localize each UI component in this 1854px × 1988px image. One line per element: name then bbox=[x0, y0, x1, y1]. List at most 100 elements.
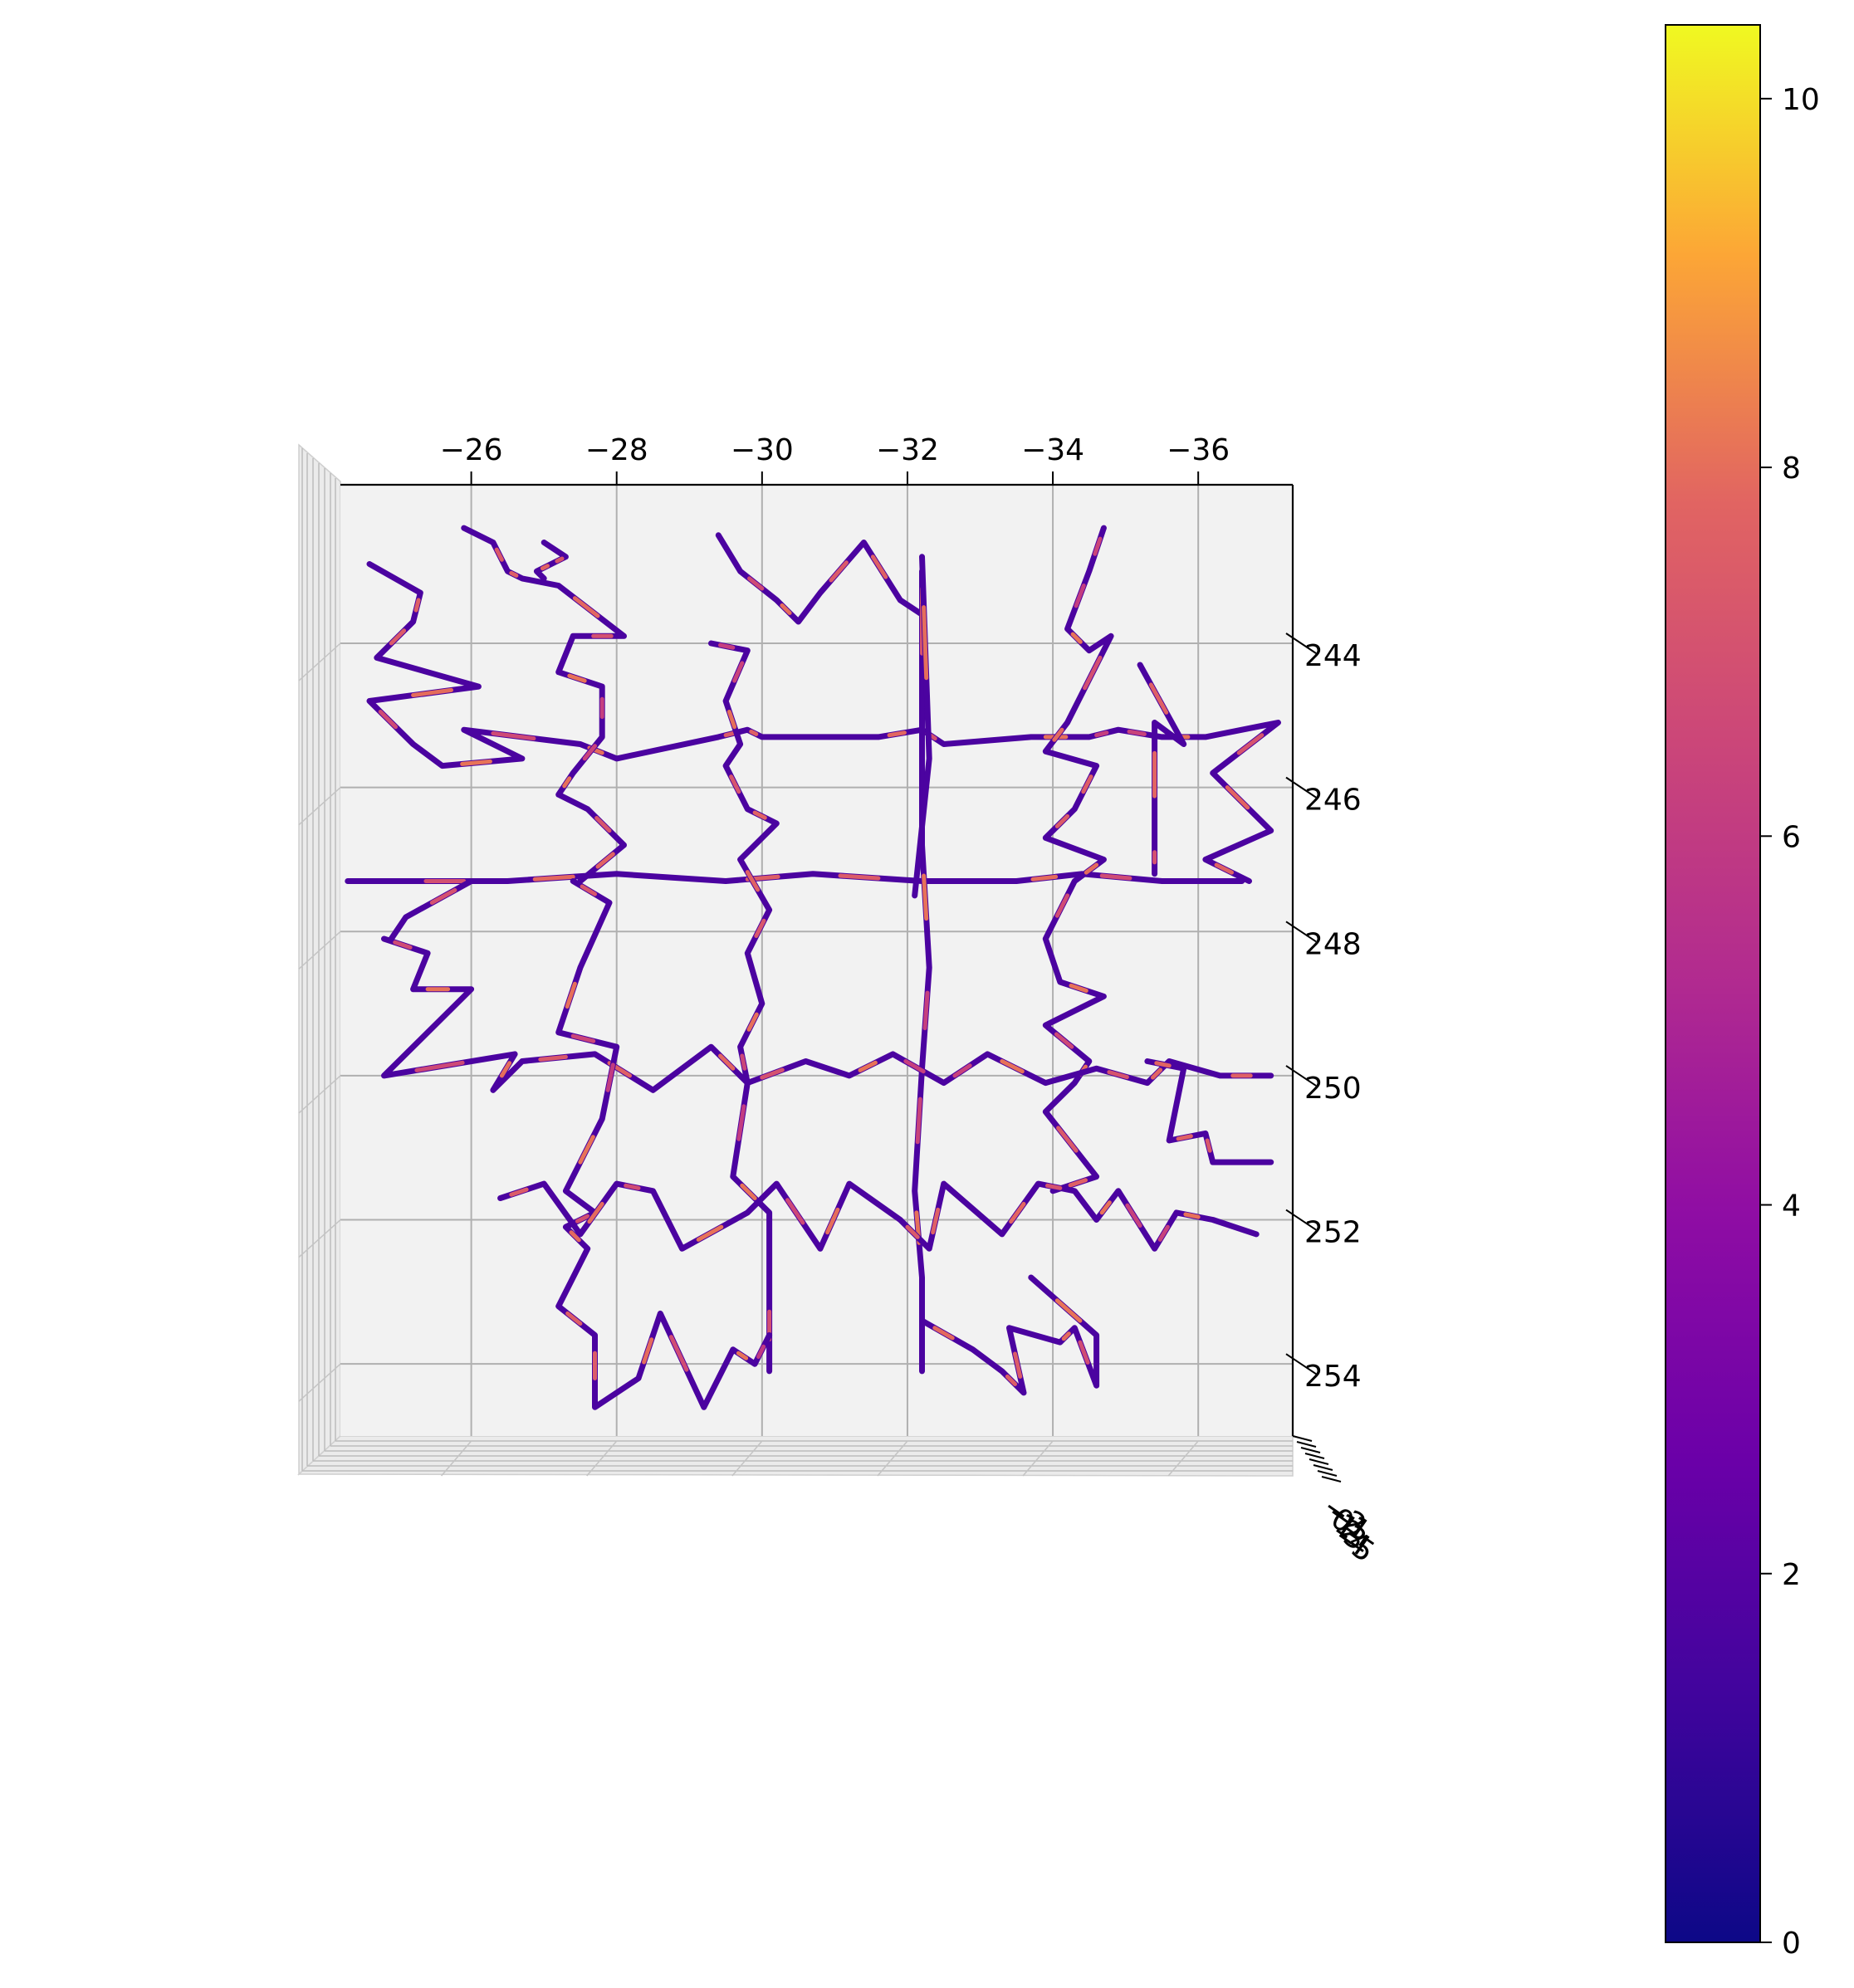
colorbar-tick-label: 0 bbox=[1782, 1927, 1801, 1961]
trajectory-value-segment bbox=[1099, 873, 1132, 881]
y-tick bbox=[1285, 1065, 1317, 1087]
trajectory-value-segment bbox=[1068, 1178, 1088, 1188]
trajectory-value-segment bbox=[736, 1351, 749, 1360]
x-floor-gridline bbox=[1022, 1440, 1054, 1477]
trajectory-value-segment bbox=[491, 731, 536, 741]
trajectory-value-segment bbox=[1214, 862, 1234, 875]
trajectory-value-segment bbox=[1005, 1374, 1017, 1386]
trajectory-value-segment bbox=[729, 774, 741, 794]
trajectory-value-segment bbox=[1225, 785, 1250, 810]
trajectory-value-segment bbox=[580, 884, 597, 896]
trajectory-value-segment bbox=[1236, 733, 1265, 755]
x-tick-label: −28 bbox=[585, 433, 648, 467]
trajectory-value-segment bbox=[578, 1135, 595, 1165]
trajectory-value-segment bbox=[1157, 1224, 1170, 1242]
trajectory-value-segment bbox=[858, 1060, 878, 1072]
x-floor-gridline bbox=[877, 1440, 908, 1477]
trajectory-value-segment bbox=[1061, 1331, 1071, 1341]
trajectory-value-segment bbox=[1107, 1070, 1129, 1080]
trajectory-value-segment bbox=[1000, 1059, 1025, 1074]
trajectory-value-segment bbox=[752, 810, 767, 820]
trajectory-value-segment bbox=[1054, 1032, 1074, 1049]
trajectory-value-segment bbox=[624, 1183, 641, 1190]
trajectory-value-segment bbox=[1183, 1212, 1201, 1219]
trajectory-value-segment bbox=[1148, 682, 1169, 715]
trajectory-value-segment bbox=[915, 1097, 922, 1145]
y-side-gridline bbox=[298, 931, 341, 970]
trajectory-value-segment bbox=[1083, 655, 1103, 691]
x-tick-label: −34 bbox=[1021, 433, 1084, 467]
trajectory bbox=[345, 525, 1281, 1410]
y-side-gridline bbox=[298, 1219, 341, 1258]
trajectory-value-segment bbox=[887, 730, 907, 738]
trajectory-value-segment bbox=[1099, 1200, 1112, 1215]
trajectory-value-segment bbox=[932, 1326, 955, 1341]
trajectory-value-segment bbox=[931, 1207, 941, 1235]
tick-marks bbox=[470, 471, 1317, 1375]
trajectory-value-segment bbox=[582, 744, 597, 761]
trajectory-value-segment bbox=[780, 603, 792, 615]
trajectory-value-segment bbox=[1151, 1067, 1163, 1080]
trajectory-value-segment bbox=[429, 887, 457, 905]
trajectory-value-segment bbox=[1030, 874, 1059, 882]
y-side-gridline bbox=[298, 787, 341, 826]
trajectory-value-segment bbox=[565, 981, 577, 1009]
trajectory-value-segment bbox=[838, 873, 881, 881]
trajectory-value-segment bbox=[1054, 813, 1070, 828]
trajectory-value-segment bbox=[575, 1214, 590, 1224]
trajectory-value-segment bbox=[1093, 536, 1103, 556]
x-tick-label: −26 bbox=[440, 433, 503, 467]
trajectory-value-segment bbox=[413, 598, 421, 613]
trajectory-value-segment bbox=[922, 873, 929, 921]
grid bbox=[298, 485, 1293, 1477]
trajectory-value-segment bbox=[1045, 1183, 1063, 1190]
trajectory-value-segment bbox=[555, 556, 565, 564]
y-tick-label: 254 bbox=[1304, 1360, 1362, 1394]
trajectory-value-segment bbox=[740, 1053, 747, 1071]
y-tick bbox=[1285, 776, 1317, 799]
trajectory-value-segment bbox=[829, 560, 849, 583]
trajectory-value-segment bbox=[1054, 893, 1070, 918]
colorbar bbox=[1665, 24, 1761, 1943]
y-side-gridline bbox=[298, 1075, 341, 1114]
trajectory-value-segment bbox=[499, 1061, 512, 1078]
trajectory-value-segment bbox=[572, 596, 600, 618]
trajectory-value-segment bbox=[567, 673, 587, 683]
x-floor-gridline bbox=[586, 1440, 618, 1477]
trajectory-value-segment bbox=[565, 1311, 583, 1326]
colorbar-tick-label: 10 bbox=[1782, 83, 1820, 117]
trajectory-value-segment bbox=[570, 1033, 596, 1043]
trajectory-value-segment bbox=[1125, 1203, 1142, 1228]
trajectory-value-segment bbox=[1084, 862, 1099, 875]
trajectory-value-segment bbox=[494, 547, 504, 562]
trajectory-value-segment bbox=[903, 1059, 926, 1074]
y-tick-label: 246 bbox=[1304, 784, 1362, 818]
trajectory-value-segment bbox=[509, 1187, 529, 1197]
trajectory-value-segment bbox=[389, 628, 407, 646]
trajectory-value-segment bbox=[538, 1054, 568, 1062]
colorbar-tick-label: 4 bbox=[1782, 1189, 1801, 1224]
x-floor-gridline bbox=[441, 1440, 472, 1477]
trajectory-value-segment bbox=[1013, 1351, 1023, 1379]
trajectory-value-segment bbox=[642, 1337, 654, 1365]
trajectory-value-segment bbox=[414, 1060, 465, 1072]
trajectory-value-segment bbox=[569, 1230, 581, 1243]
trajectory-value-segment bbox=[740, 1183, 757, 1200]
trajectory-value-segment bbox=[562, 776, 572, 789]
trajectory-value-segment bbox=[532, 874, 575, 882]
trajectory-value-segment bbox=[393, 940, 413, 950]
trajectory-series-9 bbox=[555, 878, 773, 1410]
trajectory-value-segment bbox=[509, 570, 519, 578]
trajectory-value-segment bbox=[540, 564, 550, 571]
trajectory-value-segment bbox=[1078, 1340, 1090, 1365]
x-tick-label: −36 bbox=[1167, 433, 1230, 467]
y-tick-label: 252 bbox=[1304, 1216, 1362, 1250]
y-tick-label: 250 bbox=[1304, 1072, 1362, 1106]
trajectory-value-segment bbox=[745, 870, 761, 892]
trajectory-value-segment bbox=[905, 1224, 920, 1239]
y-tick-label: 244 bbox=[1304, 639, 1362, 673]
trajectory-value-segment bbox=[1056, 1126, 1079, 1153]
trajectory-value-segment bbox=[1069, 983, 1088, 993]
trajectory-value-segment bbox=[922, 990, 930, 1031]
